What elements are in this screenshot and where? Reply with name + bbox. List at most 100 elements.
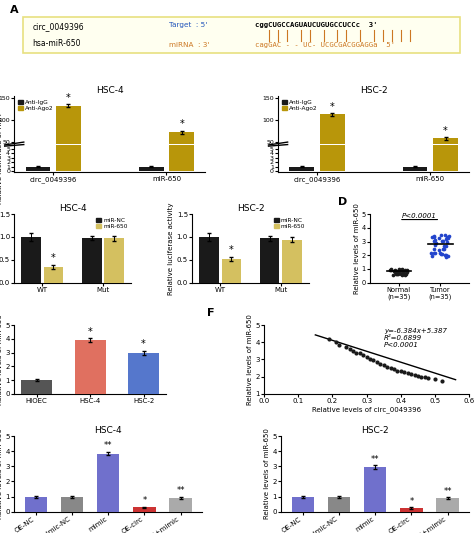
Point bbox=[359, 351, 367, 359]
Bar bbox=[128, 352, 159, 394]
Point bbox=[336, 341, 343, 349]
Point bbox=[397, 266, 404, 274]
Text: **: ** bbox=[371, 455, 380, 464]
Legend: Anti-IgG, Anti-Ago2: Anti-IgG, Anti-Ago2 bbox=[281, 99, 318, 111]
Point bbox=[325, 335, 333, 343]
Point bbox=[403, 266, 411, 275]
Point bbox=[443, 234, 451, 243]
Bar bbox=[403, 167, 428, 171]
Point bbox=[421, 373, 428, 382]
Text: *: * bbox=[409, 497, 413, 506]
Point bbox=[383, 363, 391, 372]
Point bbox=[418, 373, 425, 381]
Bar bbox=[139, 167, 164, 171]
Title: HSC-2: HSC-2 bbox=[360, 86, 387, 95]
Point bbox=[430, 237, 438, 245]
Point bbox=[431, 375, 439, 383]
Text: miRNA  : 3': miRNA : 3' bbox=[169, 43, 210, 49]
Title: HSC-4: HSC-4 bbox=[94, 426, 122, 435]
Point bbox=[332, 338, 340, 346]
Point bbox=[404, 369, 411, 377]
Point bbox=[392, 269, 400, 278]
Y-axis label: Relative levels of miR-650: Relative levels of miR-650 bbox=[0, 314, 3, 405]
Point bbox=[436, 248, 443, 257]
Point bbox=[394, 269, 402, 278]
Point bbox=[438, 377, 446, 385]
Point bbox=[392, 269, 399, 278]
Point bbox=[437, 230, 445, 239]
Point bbox=[441, 251, 449, 259]
Point bbox=[437, 250, 445, 259]
Point bbox=[387, 265, 394, 274]
Point bbox=[440, 242, 448, 251]
Title: HSC-2: HSC-2 bbox=[362, 426, 389, 435]
Y-axis label: Relative levels of miR-650: Relative levels of miR-650 bbox=[264, 429, 270, 519]
Bar bbox=[26, 167, 50, 171]
Point bbox=[353, 348, 360, 357]
Title: HSC-4: HSC-4 bbox=[59, 204, 86, 213]
Bar bbox=[433, 0, 458, 171]
Point bbox=[346, 345, 353, 353]
Text: cggCUGCCAGUAUCUGUGCCUCCc  3': cggCUGCCAGUAUCUGUGCCUCCc 3' bbox=[255, 22, 378, 28]
Title: HSC-4: HSC-4 bbox=[96, 86, 124, 95]
Point bbox=[342, 343, 350, 352]
Text: **: ** bbox=[443, 487, 452, 496]
Bar bbox=[283, 240, 302, 282]
Text: **: ** bbox=[104, 441, 112, 450]
Y-axis label: Relative luciferase activity: Relative luciferase activity bbox=[168, 202, 174, 295]
Point bbox=[376, 359, 384, 368]
Point bbox=[399, 266, 406, 274]
Point bbox=[407, 370, 415, 378]
Bar bbox=[290, 167, 314, 171]
Text: cagGAC - - UC- UCGCGACGGAGGa  5': cagGAC - - UC- UCGCGACGGAGGa 5' bbox=[255, 43, 395, 49]
Point bbox=[398, 270, 406, 279]
Text: y=-6.384x+5.387
R²=0.6899
P<0.0001: y=-6.384x+5.387 R²=0.6899 P<0.0001 bbox=[384, 328, 447, 348]
Point bbox=[402, 270, 410, 278]
Y-axis label: Relative luciferase of RNA: Relative luciferase of RNA bbox=[0, 114, 3, 204]
Bar bbox=[25, 497, 47, 512]
Point bbox=[399, 267, 407, 276]
Point bbox=[399, 269, 407, 277]
Point bbox=[438, 237, 446, 245]
Point bbox=[395, 265, 403, 273]
Bar bbox=[400, 508, 423, 512]
Bar bbox=[56, 106, 81, 164]
Point bbox=[442, 252, 450, 261]
Point bbox=[373, 358, 381, 366]
Point bbox=[380, 361, 388, 370]
Point bbox=[395, 266, 402, 275]
Point bbox=[428, 249, 435, 257]
Point bbox=[430, 249, 438, 258]
Bar bbox=[292, 497, 314, 512]
Point bbox=[393, 366, 401, 375]
Point bbox=[401, 368, 408, 377]
Point bbox=[432, 249, 439, 257]
Point bbox=[431, 241, 438, 249]
Point bbox=[439, 245, 447, 254]
Point bbox=[443, 232, 451, 241]
Point bbox=[390, 365, 398, 373]
Point bbox=[442, 235, 450, 244]
Point bbox=[397, 367, 405, 376]
Point bbox=[394, 268, 401, 277]
Point bbox=[411, 370, 419, 379]
Bar bbox=[104, 238, 124, 282]
Point bbox=[393, 270, 401, 278]
Text: *: * bbox=[179, 119, 184, 130]
Point bbox=[414, 372, 422, 380]
Bar bbox=[437, 498, 459, 512]
Bar bbox=[21, 380, 52, 394]
Bar bbox=[61, 497, 83, 512]
Text: **: ** bbox=[176, 486, 185, 495]
Point bbox=[388, 264, 395, 273]
Text: *: * bbox=[88, 327, 92, 336]
Point bbox=[424, 374, 432, 383]
Text: *: * bbox=[66, 93, 71, 103]
Bar bbox=[21, 237, 41, 282]
Bar bbox=[56, 0, 81, 171]
Text: Target  : 5': Target : 5' bbox=[169, 22, 207, 28]
Point bbox=[428, 252, 436, 261]
Bar bbox=[199, 237, 219, 282]
Text: F: F bbox=[207, 308, 214, 318]
Point bbox=[396, 269, 404, 277]
